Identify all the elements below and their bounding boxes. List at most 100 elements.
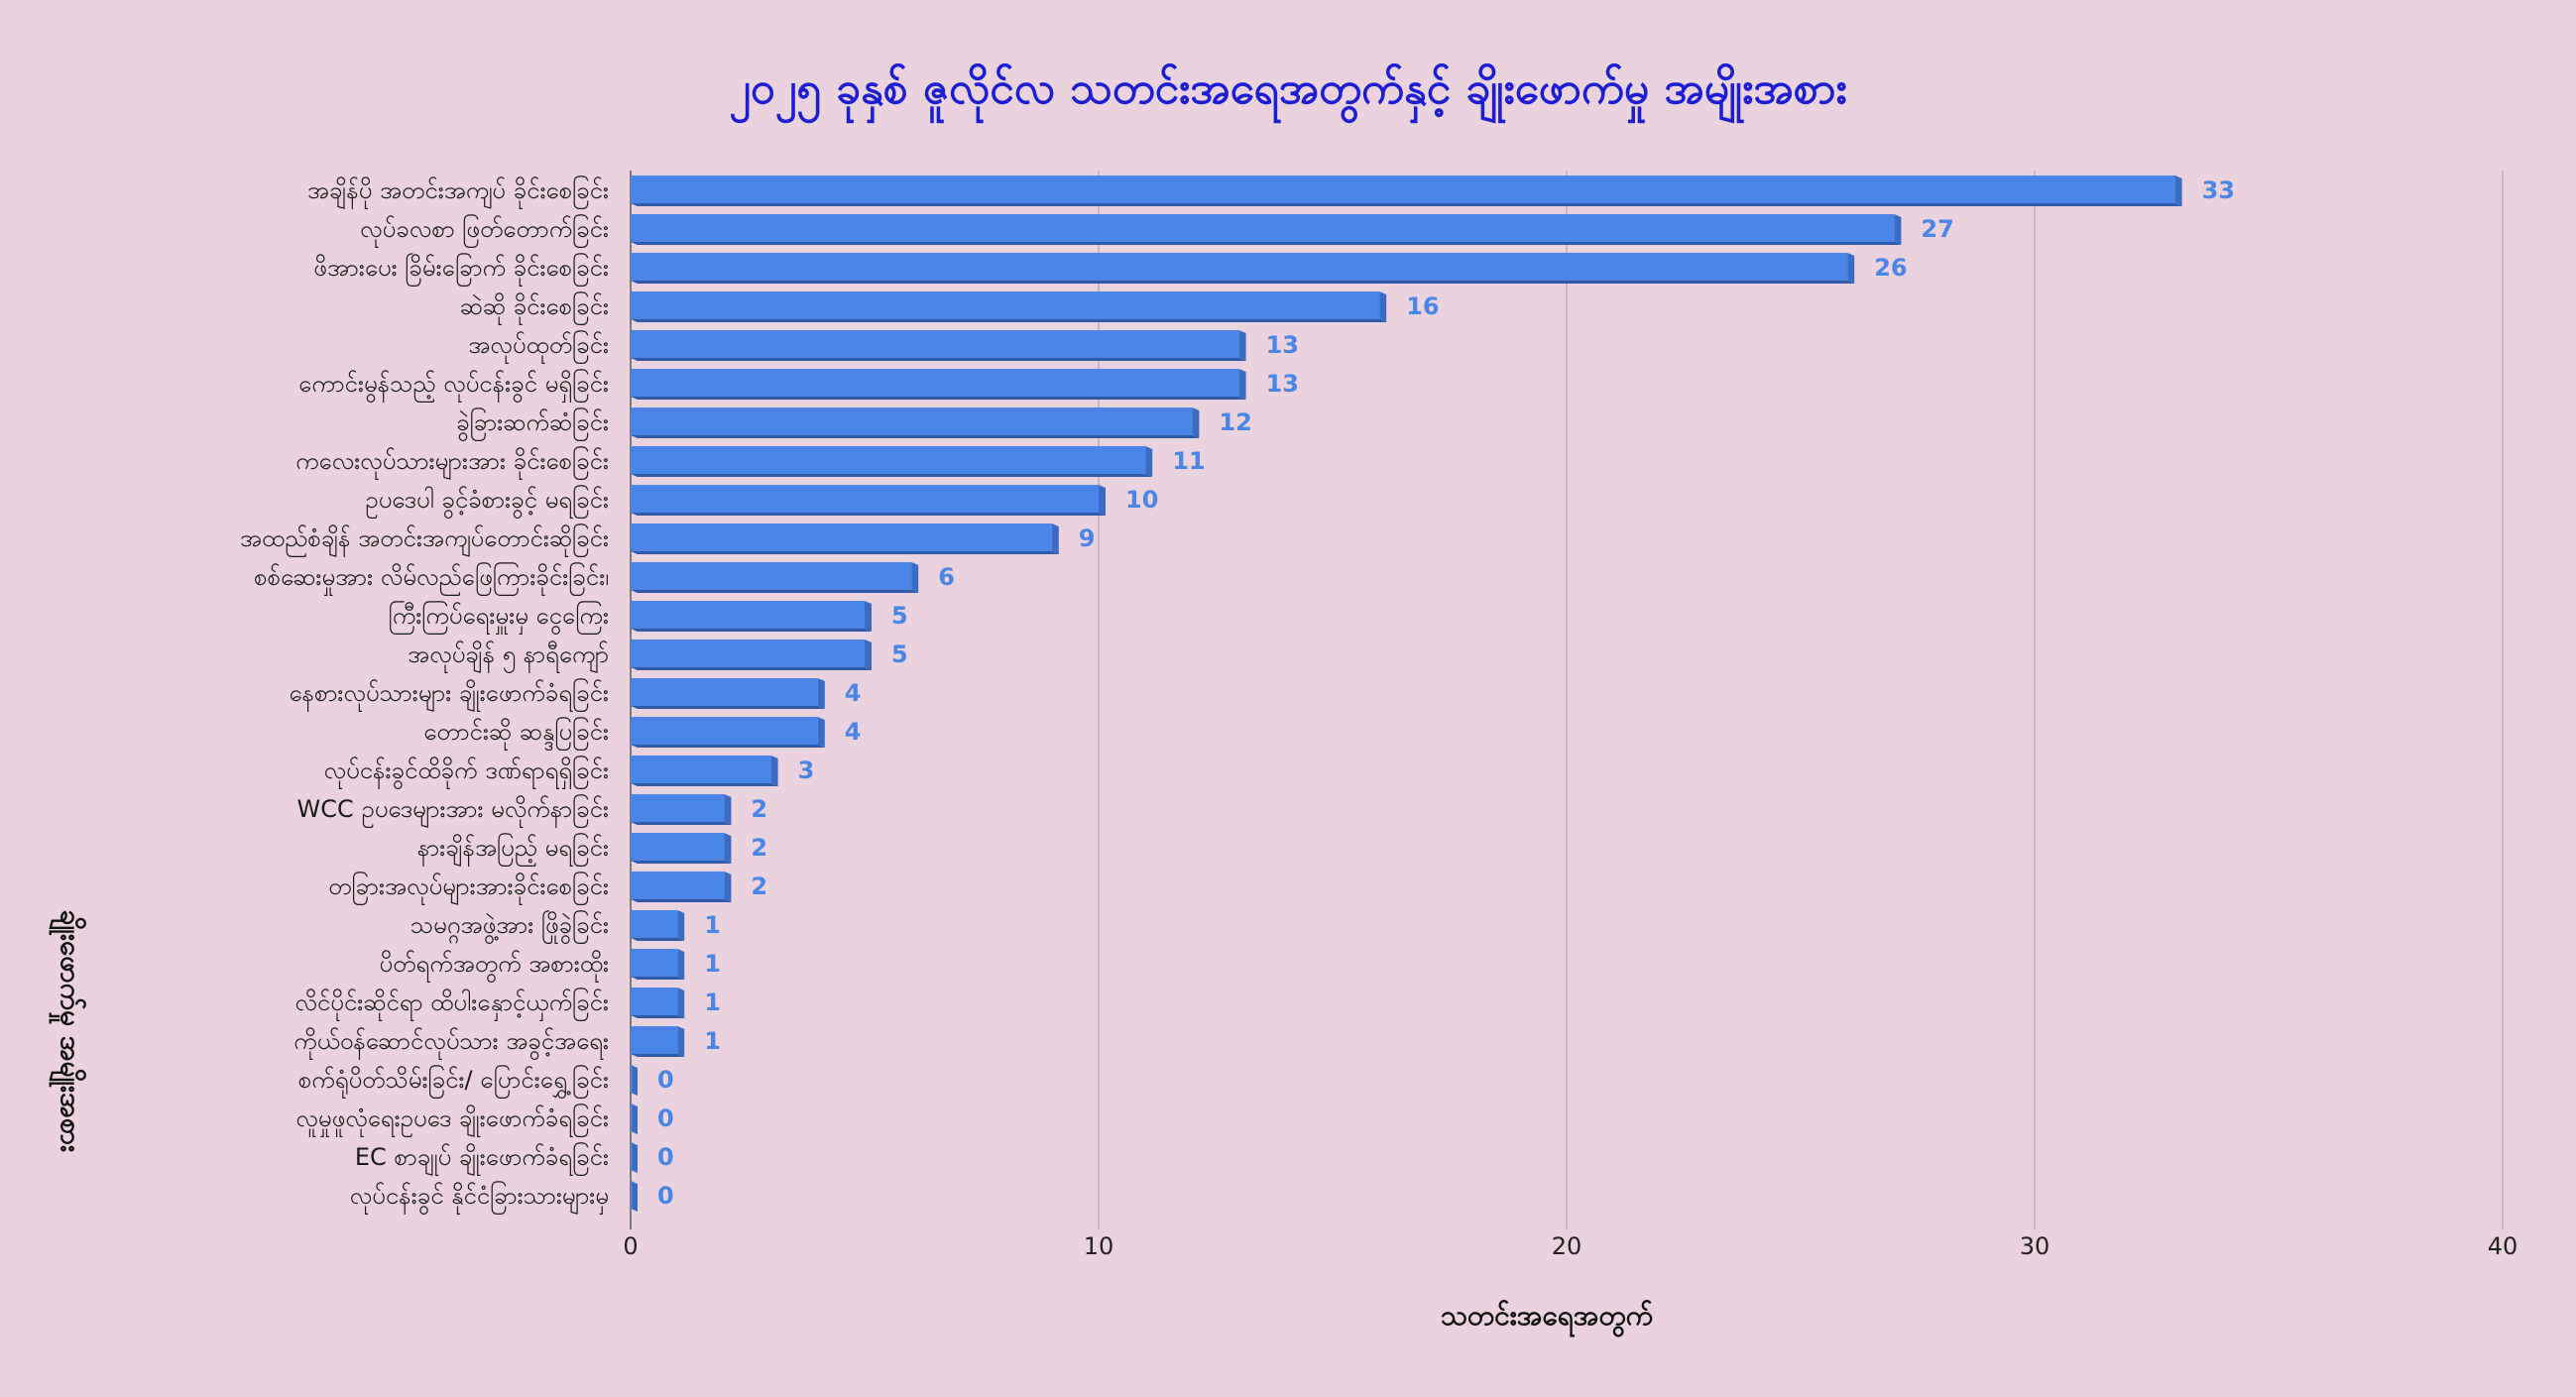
- bar-side: [631, 1181, 638, 1212]
- bar-side: [724, 794, 732, 825]
- bar: [631, 794, 732, 825]
- bar: [631, 253, 1855, 284]
- bar: [631, 910, 685, 941]
- category-label: လိင်ပိုင်းဆိုင်ရာ ထိပါးနှောင့်ယှက်ခြင်း: [294, 987, 609, 1022]
- data-label: 27: [1921, 215, 1953, 243]
- data-label: 33: [2202, 176, 2235, 204]
- data-label: 1: [704, 989, 721, 1016]
- data-label: 1: [704, 1027, 721, 1055]
- y-axis-title: ချိုးဖောက်မှု အမျိုးအစား: [55, 909, 87, 1153]
- bar-face: [631, 407, 1193, 435]
- bar-side: [1192, 407, 1200, 438]
- bar-bottom: [631, 783, 778, 786]
- bar-side: [817, 717, 825, 748]
- bar-side: [631, 1065, 638, 1096]
- bar-bottom: [631, 822, 732, 825]
- bar-side: [1238, 330, 1246, 361]
- bar: [631, 872, 732, 902]
- category-label: အထည်စံချိန် အတင်းအကျပ်တောင်းဆိုခြင်း: [240, 523, 609, 557]
- bar-face: [631, 291, 1380, 319]
- bar: [631, 949, 685, 980]
- bar: [631, 446, 1153, 477]
- category-labels: အချိန်ပို အတင်းအကျပ် ခိုင်းစေခြင်းလုပ်ခလ…: [240, 175, 609, 1216]
- category-label: လုပ်ငန်းခွင်ထိခိုက် ဒဏ်ရာရရှိခြင်း: [324, 755, 610, 790]
- bar-side: [677, 949, 685, 980]
- bar: [631, 640, 872, 670]
- data-label: 5: [891, 602, 908, 630]
- bar: [631, 678, 825, 709]
- category-label: အလုပ်ချိန် ၅ နာရီကျော်: [408, 640, 609, 673]
- bar-bottom: [631, 319, 1387, 322]
- bar-bottom: [631, 474, 1153, 477]
- category-label: ကြီးကြပ်ရေးမှူးမှ ငွေကြေး: [389, 600, 609, 636]
- data-label: 5: [891, 640, 908, 668]
- category-label: နေစားလုပ်သားများ ချိုးဖောက်ခံရခြင်း: [289, 677, 609, 713]
- bar-side: [724, 833, 732, 864]
- bar-side: [1099, 485, 1106, 516]
- bar-face: [631, 562, 912, 590]
- category-label: ပိတ်ရက်အတွက် အစားထိုး: [379, 949, 609, 984]
- data-label: 3: [798, 757, 815, 784]
- bar-face: [631, 756, 771, 783]
- bar-side: [724, 872, 732, 902]
- bar-side: [2174, 175, 2182, 206]
- bar-side: [1894, 214, 1902, 245]
- bar-side: [911, 562, 919, 593]
- bar-face: [631, 330, 1239, 358]
- category-label: အလုပ်ထုတ်ခြင်း: [468, 329, 609, 364]
- x-tick-label: 30: [2020, 1232, 2050, 1260]
- category-label: လုပ်ငန်းခွင် နိုင်ငံခြားသားများမှ: [350, 1180, 609, 1216]
- data-label: 12: [1219, 408, 1251, 436]
- bar: [631, 214, 1902, 245]
- bar-face: [631, 369, 1239, 397]
- category-label: WCC ဥပဒေများအား မလိုက်နာခြင်း: [297, 793, 610, 828]
- bar-side: [817, 678, 825, 709]
- category-label: ဥပဒေပါ ခွင့်ခံစားခွင့် မရခြင်း: [365, 484, 609, 520]
- bar-face: [631, 678, 818, 706]
- bar-face: [631, 1026, 678, 1054]
- bar-face: [631, 988, 678, 1015]
- x-axis-ticks: 0 10 20 30 40: [623, 1232, 2517, 1260]
- bar-face: [631, 872, 725, 899]
- bar-face: [631, 717, 818, 745]
- x-tick-label: 0: [623, 1232, 638, 1260]
- x-tick-label: 20: [1552, 1232, 1582, 1260]
- category-label: လုပ်ခလစာ ဖြတ်တောက်ခြင်း: [360, 213, 609, 248]
- bar-face: [631, 253, 1848, 281]
- bar-bottom: [631, 397, 1246, 400]
- data-label: 10: [1125, 486, 1158, 514]
- bars: [631, 175, 2182, 1212]
- bar-bottom: [631, 1054, 685, 1057]
- category-label: တောင်းဆို ဆန္ဒပြခြင်း: [423, 716, 609, 751]
- bar-side: [865, 601, 872, 632]
- bar-side: [865, 640, 872, 670]
- bar: [631, 485, 1106, 516]
- bar-bottom: [631, 435, 1200, 438]
- category-label: ခွဲခြားဆက်ဆံခြင်း: [456, 407, 609, 442]
- category-label: စစ်ဆေးမှုအား လိမ်လည်ဖြေကြားခိုင်းခြင်း၊: [254, 561, 609, 596]
- bar-face: [631, 1181, 633, 1209]
- bar: [631, 833, 732, 864]
- category-label: သမဂ္ဂအဖွဲ့အား ဖြိုခွဲခြင်း: [410, 909, 609, 945]
- bar-side: [677, 1026, 685, 1057]
- bar: [631, 291, 1387, 322]
- data-label: 2: [751, 834, 767, 862]
- bar-face: [631, 524, 1052, 551]
- data-label: 1: [704, 911, 721, 939]
- bar-face: [631, 446, 1146, 474]
- category-label: တခြားအလုပ်များအားခိုင်းစေခြင်း: [328, 871, 609, 905]
- bar-bottom: [631, 899, 732, 902]
- bar: [631, 369, 1246, 400]
- bar-side: [677, 988, 685, 1018]
- data-label: 4: [845, 718, 862, 746]
- category-label: ကိုယ်ဝန်ဆောင်လုပ်သား အခွင့်အရေး: [293, 1026, 609, 1061]
- bar: [631, 756, 778, 786]
- data-label: 26: [1874, 254, 1907, 282]
- category-label: EC စာချုပ် ချိုးဖောက်ခံရခြင်း: [355, 1141, 609, 1177]
- grid-lines: [630, 171, 2504, 1229]
- bar: [631, 601, 872, 632]
- data-label: 0: [657, 1182, 674, 1210]
- bar-face: [631, 640, 865, 667]
